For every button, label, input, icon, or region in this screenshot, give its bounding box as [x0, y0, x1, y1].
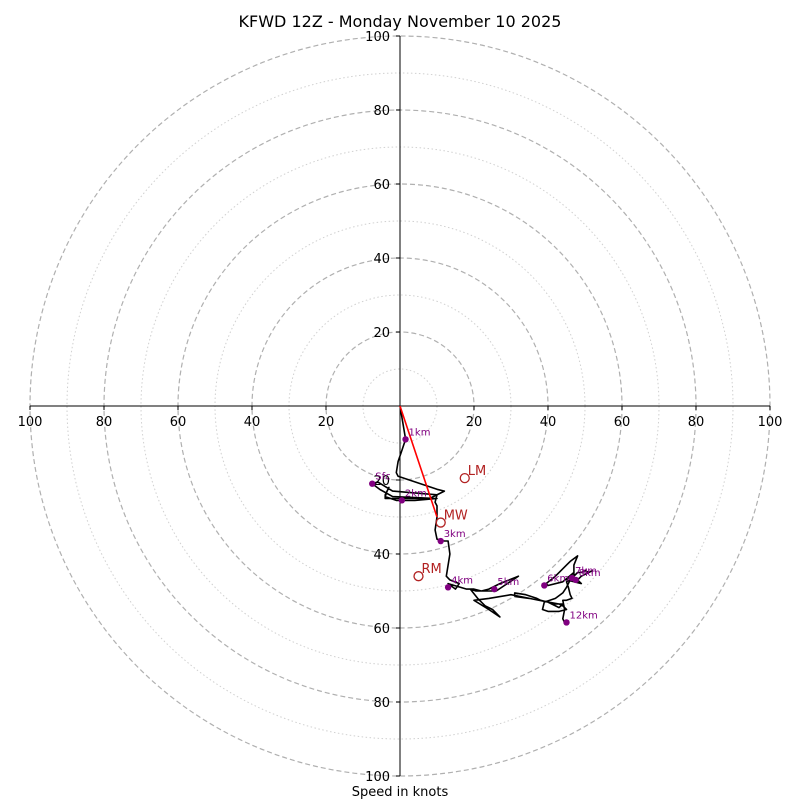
height-marker-dot [437, 537, 444, 545]
height-marker-label: 12km [570, 610, 598, 621]
x-tick-label: 60 [170, 415, 187, 430]
x-tick-label: 80 [96, 415, 113, 430]
x-tick-label: 100 [758, 415, 783, 430]
shear-vector-layer [399, 405, 438, 518]
storm-motion-marker [413, 571, 424, 582]
height-marker-label: 3km [444, 529, 466, 540]
storm-motion-markers: LM MW RM [413, 464, 486, 582]
height-marker-label: 6km [547, 573, 569, 584]
height-marker-label: 5km [497, 577, 519, 588]
shear-vector [399, 405, 438, 518]
storm-motion-marker [459, 472, 470, 484]
y-tick-label: 100 [365, 770, 390, 785]
height-marker-dot [369, 480, 376, 487]
storm-motion-label: LM [468, 464, 486, 479]
y-tick-label: 60 [373, 178, 390, 193]
x-tick-label: 20 [318, 415, 335, 430]
y-tick-label: 20 [373, 326, 390, 341]
storm-motion-label: RM [422, 562, 442, 577]
y-tick-label: 40 [373, 548, 390, 563]
height-marker-dot [541, 582, 548, 589]
y-tick-label: 60 [373, 622, 390, 637]
x-tick-label: 40 [540, 415, 557, 430]
y-tick-label: 20 [373, 474, 390, 489]
height-marker-label: 7km [575, 566, 597, 577]
height-marker-label: Sfc [375, 472, 390, 483]
height-marker-label: 2km [405, 488, 427, 499]
x-tick-label: 40 [244, 415, 261, 430]
height-marker-label: 4km [451, 575, 473, 586]
height-marker-dot [563, 619, 570, 626]
x-tick-label: 80 [688, 415, 705, 430]
height-marker-dot [402, 436, 409, 443]
height-marker-dot [572, 576, 579, 584]
x-tick-label: 60 [614, 415, 631, 430]
height-marker-label: 8km [579, 568, 601, 579]
x-axis-label: Speed in knots [352, 785, 449, 800]
height-marker-label: 1km [409, 427, 431, 438]
y-tick-label: 100 [365, 30, 390, 45]
storm-motion-marker [435, 517, 446, 528]
y-tick-label: 80 [373, 696, 390, 711]
chart-title: KFWD 12Z - Monday November 10 2025 [239, 12, 562, 31]
x-tick-label: 20 [466, 415, 483, 430]
axis-ticks: 20 20 20 20 40 40 40 40 60 60 60 60 80 80 80 80 100 100 10… [18, 30, 783, 785]
y-tick-label: 40 [373, 252, 390, 267]
wind-trace [371, 405, 594, 623]
x-tick-label: 100 [18, 415, 43, 430]
storm-motion-label: MW [444, 509, 468, 524]
wind-trace-layer [371, 405, 594, 623]
height-marker-dot [491, 585, 498, 593]
y-tick-label: 80 [373, 104, 390, 119]
height-marker-dot [444, 584, 452, 591]
height-marker-dot [398, 497, 406, 504]
